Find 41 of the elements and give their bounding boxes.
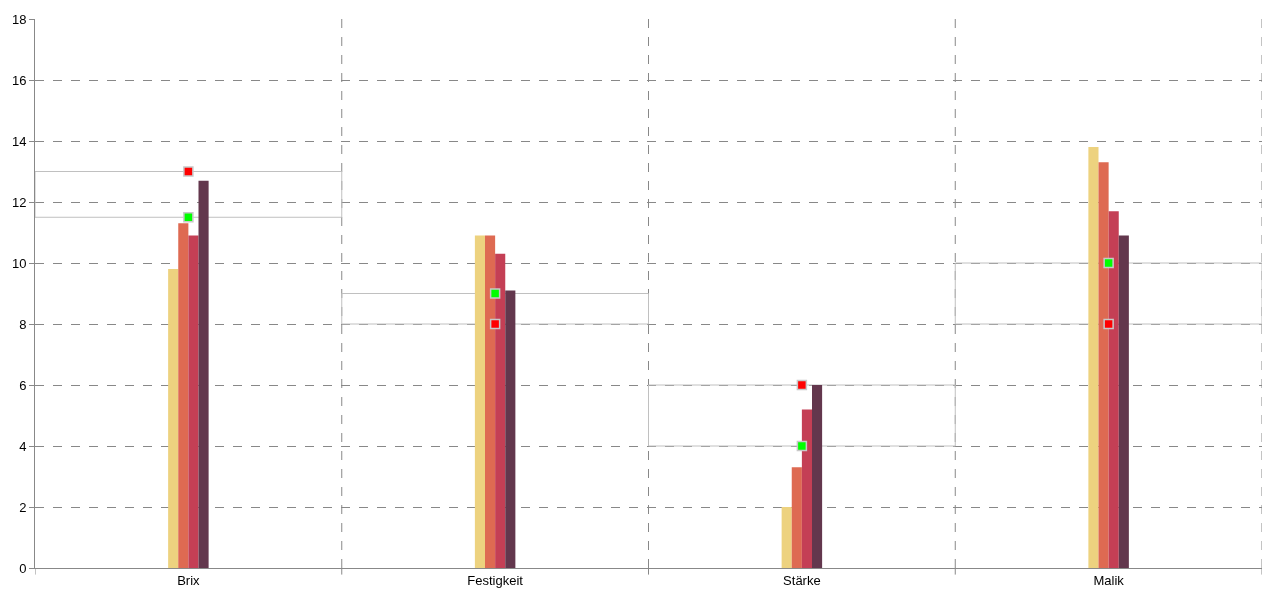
x-tick-label: Stärke xyxy=(783,572,821,588)
y-tick-label: 6 xyxy=(19,377,27,393)
bar xyxy=(178,223,189,568)
bar xyxy=(801,409,812,568)
bar xyxy=(791,467,802,568)
point xyxy=(1103,318,1114,330)
y-tick-label: 10 xyxy=(11,255,27,271)
point xyxy=(796,440,808,452)
x-tick-label: Festigkeit xyxy=(467,572,524,588)
bar xyxy=(1088,147,1099,568)
x-tick-label: Brix xyxy=(177,572,201,588)
point xyxy=(1103,257,1114,269)
y-tick-label: 14 xyxy=(11,133,27,149)
point xyxy=(183,166,194,177)
bar xyxy=(168,269,179,568)
bar xyxy=(781,507,792,568)
y-tick-label: 4 xyxy=(19,438,27,454)
bar xyxy=(198,180,209,568)
point xyxy=(796,379,808,391)
y-tick-label: 18 xyxy=(11,11,27,27)
bar xyxy=(505,290,516,568)
point xyxy=(183,212,194,223)
point xyxy=(489,288,501,299)
bar xyxy=(648,384,956,447)
bar xyxy=(1118,235,1129,568)
bar xyxy=(188,235,199,568)
y-tick-label: 8 xyxy=(19,316,27,332)
y-tick-label: 16 xyxy=(11,72,27,88)
bar xyxy=(474,235,485,568)
bar xyxy=(495,253,506,568)
y-tick-label: 2 xyxy=(19,499,27,515)
x-tick-label: Malik xyxy=(1093,572,1125,588)
y-tick-label: 0 xyxy=(19,560,27,576)
y-tick-label: 12 xyxy=(11,194,27,210)
bar xyxy=(954,262,1262,325)
point xyxy=(489,318,501,330)
bar xyxy=(341,293,649,325)
bar xyxy=(1098,162,1109,568)
bar xyxy=(485,235,496,568)
bar xyxy=(1108,211,1119,568)
bar xyxy=(812,385,823,568)
